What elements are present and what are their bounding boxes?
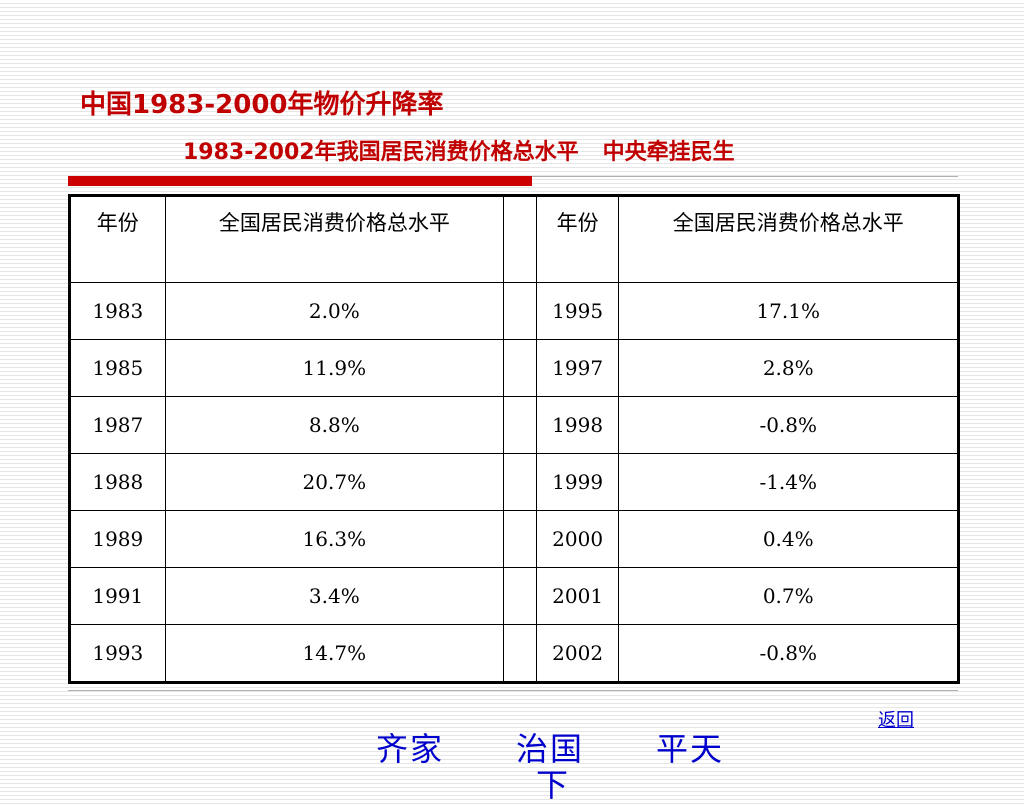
value-b-cell: -1.4% [618,453,959,511]
value-a-cell: 3.4% [164,567,505,625]
page-title: 中国1983-2000年物价升降率 [80,90,444,120]
table-row: 1993 14.7% 2002 -0.8% [69,624,959,683]
header-year-a: 年份 [69,195,166,283]
year-a-cell: 1991 [69,567,166,625]
value-b-cell: -0.8% [618,396,959,454]
footer-link-pingtian[interactable]: 平天 [656,730,725,768]
header-year-b: 年份 [535,195,620,283]
header-spacer [503,195,537,283]
year-b-cell: 2002 [535,624,620,683]
year-b-cell: 2001 [535,567,620,625]
table-row: 1988 20.7% 1999 -1.4% [69,453,959,511]
spacer-cell [503,282,537,340]
year-a-cell: 1993 [69,624,166,683]
value-a-cell: 14.7% [164,624,505,683]
footer-link-zhiguo-label: 治国 [516,730,585,768]
year-b-cell: 1995 [535,282,620,340]
subtitle-right: 中央牵挂民生 [602,140,735,165]
spacer-cell [503,339,537,397]
accent-bar [68,176,532,186]
year-b-cell: 2000 [535,510,620,568]
value-b-cell: 0.7% [618,567,959,625]
value-b-cell: -0.8% [618,624,959,683]
value-a-cell: 16.3% [164,510,505,568]
value-a-cell: 8.8% [164,396,505,454]
value-b-cell: 17.1% [618,282,959,340]
table-row: 1991 3.4% 2001 0.7% [69,567,959,625]
year-a-cell: 1985 [69,339,166,397]
footer-link-zhiguo[interactable]: 治国 [516,724,584,770]
value-a-cell: 2.0% [164,282,505,340]
spacer-cell [503,510,537,568]
spacer-cell [503,624,537,683]
spacer-cell [503,567,537,625]
spacer-cell [503,453,537,511]
footer-link-zhiguo-overflow[interactable]: 下 [536,766,571,804]
cpi-table: 年份 全国居民消费价格总水平 年份 全国居民消费价格总水平 1983 2.0% 19… [68,194,960,684]
table-header-row: 年份 全国居民消费价格总水平 年份 全国居民消费价格总水平 [69,195,959,283]
subtitle-left: 1983-2002年我国居民消费价格总水平 [183,140,579,165]
footer-divider [68,690,958,691]
footer-link-qijia[interactable]: 齐家 [376,730,445,768]
year-b-cell: 1999 [535,453,620,511]
year-a-cell: 1989 [69,510,166,568]
value-a-cell: 11.9% [164,339,505,397]
spacer-cell [503,396,537,454]
table-row: 1989 16.3% 2000 0.4% [69,510,959,568]
year-a-cell: 1983 [69,282,166,340]
year-b-cell: 1998 [535,396,620,454]
value-a-cell: 20.7% [164,453,505,511]
header-value-a: 全国居民消费价格总水平 [164,195,505,283]
value-b-cell: 2.8% [618,339,959,397]
page-subtitle: 1983-2002年我国居民消费价格总水平 中央牵挂民生 [183,134,735,166]
year-b-cell: 1997 [535,339,620,397]
table-row: 1985 11.9% 1997 2.8% [69,339,959,397]
value-b-cell: 0.4% [618,510,959,568]
table-row: 1983 2.0% 1995 17.1% [69,282,959,340]
year-a-cell: 1988 [69,453,166,511]
table-row: 1987 8.8% 1998 -0.8% [69,396,959,454]
table-body: 1983 2.0% 1995 17.1% 1985 11.9% 1997 2.8% 1987 8.… [69,282,959,683]
back-link[interactable]: 返回 [878,710,914,731]
year-a-cell: 1987 [69,396,166,454]
header-value-b: 全国居民消费价格总水平 [618,195,959,283]
